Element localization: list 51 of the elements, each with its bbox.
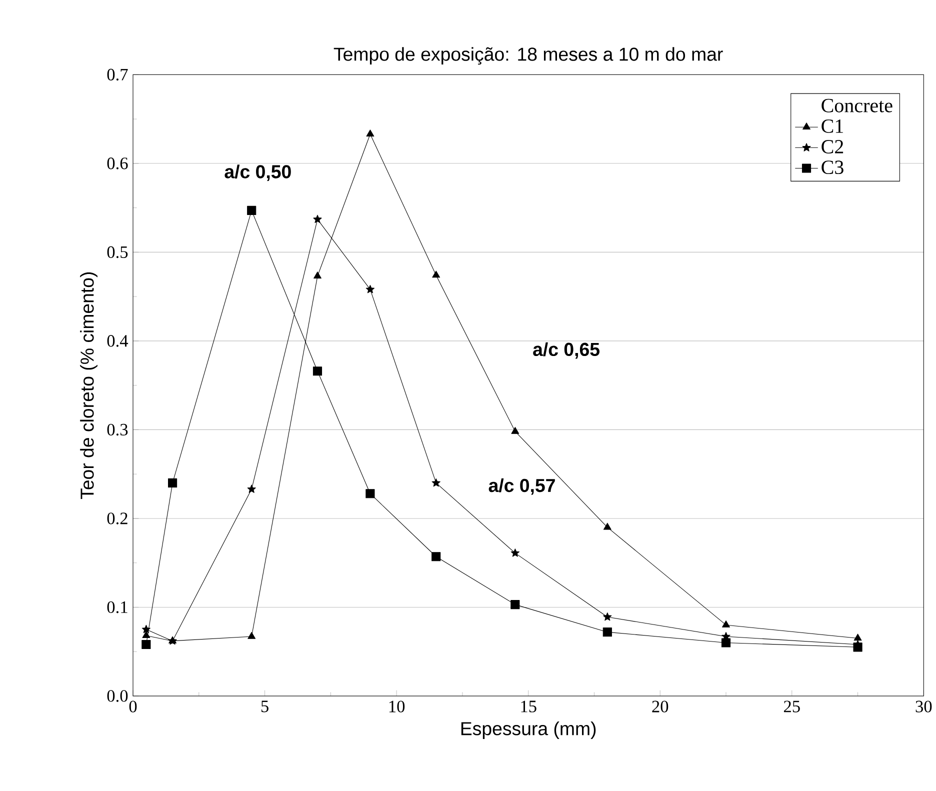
point: [432, 478, 440, 487]
point: [142, 640, 151, 650]
chart-title: Tempo de exposição: 18 meses a 10 m do mar: [334, 47, 723, 65]
legend-label: C3: [822, 160, 844, 174]
y-tick-label: 0.5: [107, 246, 128, 258]
x-tick-label: 15: [521, 700, 536, 712]
x-tick-label: 30: [916, 700, 932, 712]
y-tick-label: 0.3: [107, 424, 128, 436]
point: [313, 214, 322, 224]
y-tick-label: 0.1: [107, 601, 128, 614]
x-tick-label: 20: [652, 700, 668, 712]
y-tick-label: 0.0: [107, 690, 128, 702]
point: [603, 612, 612, 621]
y-tick-label: 0.4: [107, 335, 128, 347]
point: [248, 632, 256, 639]
x-tick-label: 5: [261, 700, 268, 712]
point: [432, 552, 441, 562]
point: [432, 270, 440, 278]
x-tick-label: 10: [389, 700, 405, 712]
y-tick-label: 0.6: [107, 158, 128, 170]
x-axis-title: Espessura (mm): [461, 722, 596, 739]
annotation: a/c 0,50: [224, 164, 291, 182]
point: [721, 638, 731, 648]
y-tick-label: 0.7: [107, 68, 128, 81]
point: [366, 284, 375, 294]
point: [312, 366, 322, 376]
legend-title: Concrete: [822, 98, 892, 112]
x-tick-label: 0: [129, 700, 137, 712]
point: [722, 620, 730, 628]
y-tick-label: 0.2: [107, 512, 128, 524]
point: [511, 426, 520, 434]
point: [853, 642, 862, 652]
point: [142, 624, 151, 634]
point: [168, 478, 178, 488]
annotation: a/c 0,65: [533, 342, 600, 359]
x-tick-label: 25: [784, 700, 800, 712]
point: [142, 631, 150, 638]
point: [602, 628, 612, 637]
point: [366, 130, 374, 137]
point: [854, 634, 862, 641]
y-axis-title: Teor de cloreto (% cimento): [80, 272, 98, 500]
point: [247, 484, 256, 493]
point: [510, 600, 520, 610]
annotation: a/c 0,57: [488, 478, 555, 495]
point: [314, 272, 322, 279]
point: [510, 548, 520, 557]
legend-label: C2: [822, 140, 844, 154]
point: [366, 489, 375, 498]
point: [247, 206, 256, 215]
point: [603, 522, 612, 530]
legend-label: C1: [822, 119, 843, 133]
